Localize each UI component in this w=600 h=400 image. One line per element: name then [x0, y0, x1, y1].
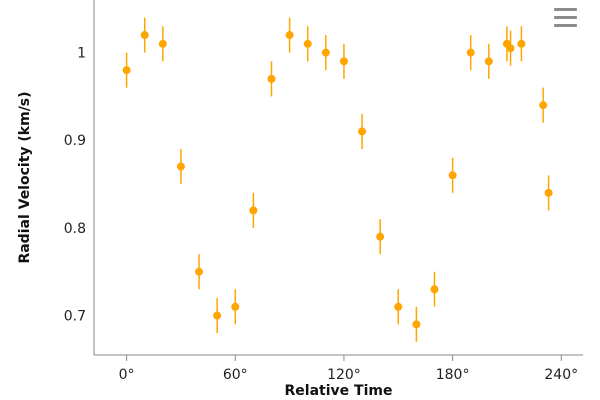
data-point[interactable]: [158, 39, 167, 48]
data-point[interactable]: [394, 302, 403, 311]
x-axis-title: Relative Time: [285, 383, 393, 399]
error-bars: [125, 17, 550, 342]
data-point[interactable]: [303, 39, 312, 48]
x-tick-label: 180°: [436, 367, 470, 383]
data-point[interactable]: [249, 206, 258, 215]
data-point[interactable]: [376, 232, 385, 241]
data-point[interactable]: [213, 311, 222, 320]
data-point[interactable]: [517, 39, 526, 48]
data-point[interactable]: [544, 188, 553, 197]
y-axis-title: Radial Velocity (km/s): [17, 91, 33, 263]
y-axis-ticks: 0.7 0.8 0.9 1: [64, 46, 86, 325]
x-tick-label: 120°: [327, 367, 361, 383]
data-point[interactable]: [122, 66, 131, 75]
y-tick-label: 1: [77, 46, 86, 62]
data-point[interactable]: [484, 57, 493, 66]
y-tick-label: 0.9: [64, 133, 86, 149]
data-point[interactable]: [430, 285, 439, 294]
data-point[interactable]: [195, 267, 204, 276]
data-point[interactable]: [466, 48, 475, 57]
x-tick-label: 0°: [119, 367, 135, 383]
data-point[interactable]: [506, 44, 515, 53]
data-point[interactable]: [321, 48, 330, 57]
data-point[interactable]: [267, 74, 276, 83]
data-point[interactable]: [176, 162, 185, 171]
data-point[interactable]: [140, 31, 149, 40]
data-point[interactable]: [539, 101, 548, 110]
x-tick-label: 60°: [223, 367, 248, 383]
data-points: [122, 31, 553, 329]
data-point[interactable]: [339, 57, 348, 66]
data-point[interactable]: [448, 171, 457, 180]
data-point[interactable]: [358, 127, 367, 136]
x-tick-label: 240°: [544, 367, 578, 383]
axes: [93, 0, 583, 356]
y-tick-label: 0.8: [64, 221, 86, 237]
data-point[interactable]: [412, 320, 421, 329]
x-axis-ticks: 0° 60° 120° 180° 240°: [119, 355, 578, 383]
y-tick-label: 0.7: [64, 309, 86, 325]
data-point[interactable]: [231, 302, 240, 311]
data-point[interactable]: [285, 31, 294, 40]
chart-menu-button[interactable]: [553, 6, 579, 30]
